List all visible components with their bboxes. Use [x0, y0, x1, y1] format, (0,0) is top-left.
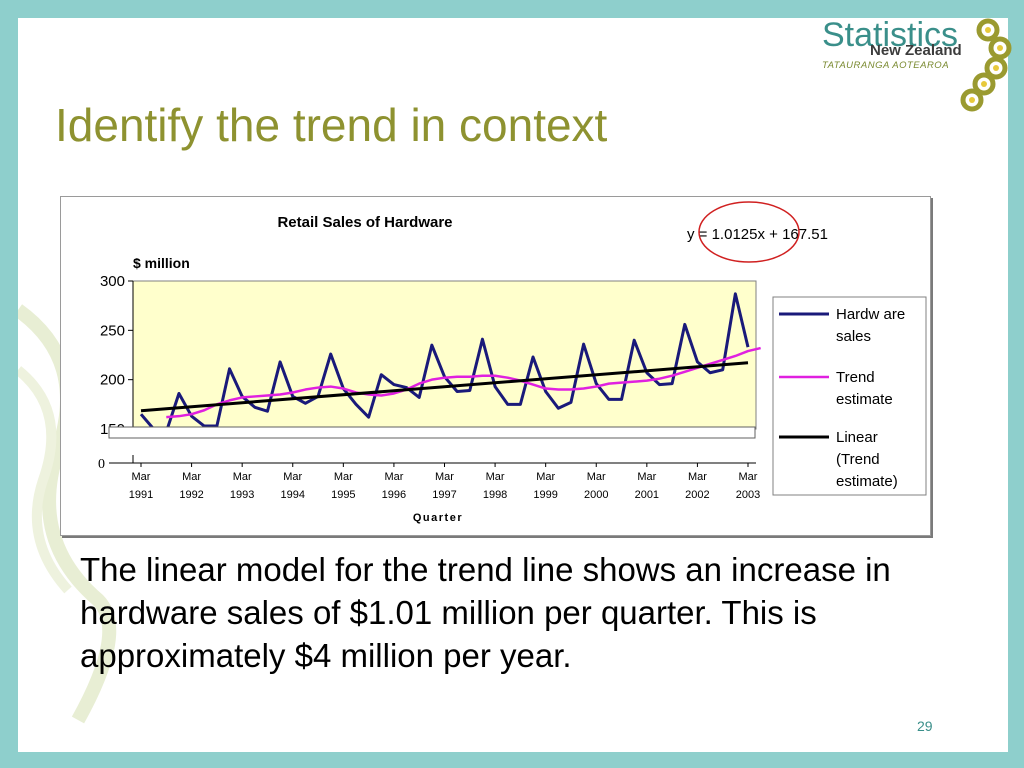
logo-chain-icon — [960, 18, 1012, 112]
x-tick-label-year: 1991 — [129, 489, 153, 501]
x-tick-label-year: 1992 — [179, 489, 203, 501]
x-tick-label-month: Mar — [435, 471, 454, 483]
x-tick-label-month: Mar — [637, 471, 656, 483]
axis-break — [108, 426, 756, 439]
legend-label: sales — [836, 328, 871, 345]
x-tick-label-month: Mar — [182, 471, 201, 483]
trend-equation: y = 1.0125x + 167.51 — [687, 226, 828, 243]
x-tick-label-year: 2001 — [635, 489, 659, 501]
legend-label: Trend — [836, 369, 875, 386]
sales-chart: Retail Sales of Hardware $ million y = 1… — [98, 201, 927, 524]
x-tick-label-year: 1999 — [533, 489, 557, 501]
x-tick-label-year: 2000 — [584, 489, 608, 501]
x-tick-label-month: Mar — [334, 471, 353, 483]
legend-box — [772, 296, 927, 496]
legend-label: Hardw are — [836, 306, 905, 323]
equation-highlight-circle — [698, 201, 800, 263]
legend: Hardw are sales Trend estimate Linear (Trend e… — [779, 306, 905, 490]
y-axis-label: $ million — [133, 255, 190, 271]
chart-title: Retail Sales of Hardware — [277, 214, 452, 231]
x-tick-label-year: 1993 — [230, 489, 254, 501]
y-tick-label: 200 — [100, 372, 125, 389]
slide-title: Identify the trend in context — [55, 99, 608, 151]
stats-nz-logo: Statistics New Zealand TATAURANGA AOTEAR… — [822, 16, 1022, 116]
x-tick-label-year: 1994 — [281, 489, 305, 501]
x-tick-label-year: 1997 — [432, 489, 456, 501]
x-tick-label-month: Mar — [384, 471, 403, 483]
x-tick-label-month: Mar — [688, 471, 707, 483]
legend-label: estimate) — [836, 473, 898, 490]
series-line-2 — [166, 346, 761, 419]
x-tick-label-month: Mar — [233, 471, 252, 483]
y-axis-zero-label: 0 — [98, 457, 105, 472]
x-tick-label-year: 2003 — [736, 489, 760, 501]
plot-area — [132, 280, 757, 430]
legend-label: Linear — [836, 429, 878, 446]
chart-container: Retail Sales of Hardware $ million y = 1… — [60, 196, 931, 536]
x-tick-label-month: Mar — [132, 471, 151, 483]
x-tick-label-year: 1998 — [483, 489, 507, 501]
legend-label: (Trend — [836, 451, 880, 468]
logo-maori-text: TATAURANGA AOTEAROA — [822, 60, 950, 71]
x-tick-label-month: Mar — [587, 471, 606, 483]
y-tick-label: 300 — [100, 273, 125, 290]
x-tick-label-month: Mar — [486, 471, 505, 483]
y-tick-label: 250 — [100, 322, 125, 339]
page-number: 29 — [917, 718, 933, 734]
series-line-3 — [140, 361, 749, 413]
x-axis-label: Quarter — [413, 512, 463, 524]
x-tick-label-year: 1996 — [382, 489, 406, 501]
x-tick-label-year: 2002 — [685, 489, 709, 501]
logo-sub-text: New Zealand — [870, 42, 962, 59]
x-tick-label-month: Mar — [536, 471, 555, 483]
x-tick-label-year: 1995 — [331, 489, 355, 501]
top-band — [0, 0, 780, 18]
logo-main-text: Statistics — [822, 16, 959, 54]
x-tick-label-month: Mar — [283, 471, 302, 483]
legend-label: estimate — [836, 391, 893, 408]
body-text: The linear model for the trend line show… — [80, 551, 891, 674]
x-tick-label-month: Mar — [739, 471, 758, 483]
